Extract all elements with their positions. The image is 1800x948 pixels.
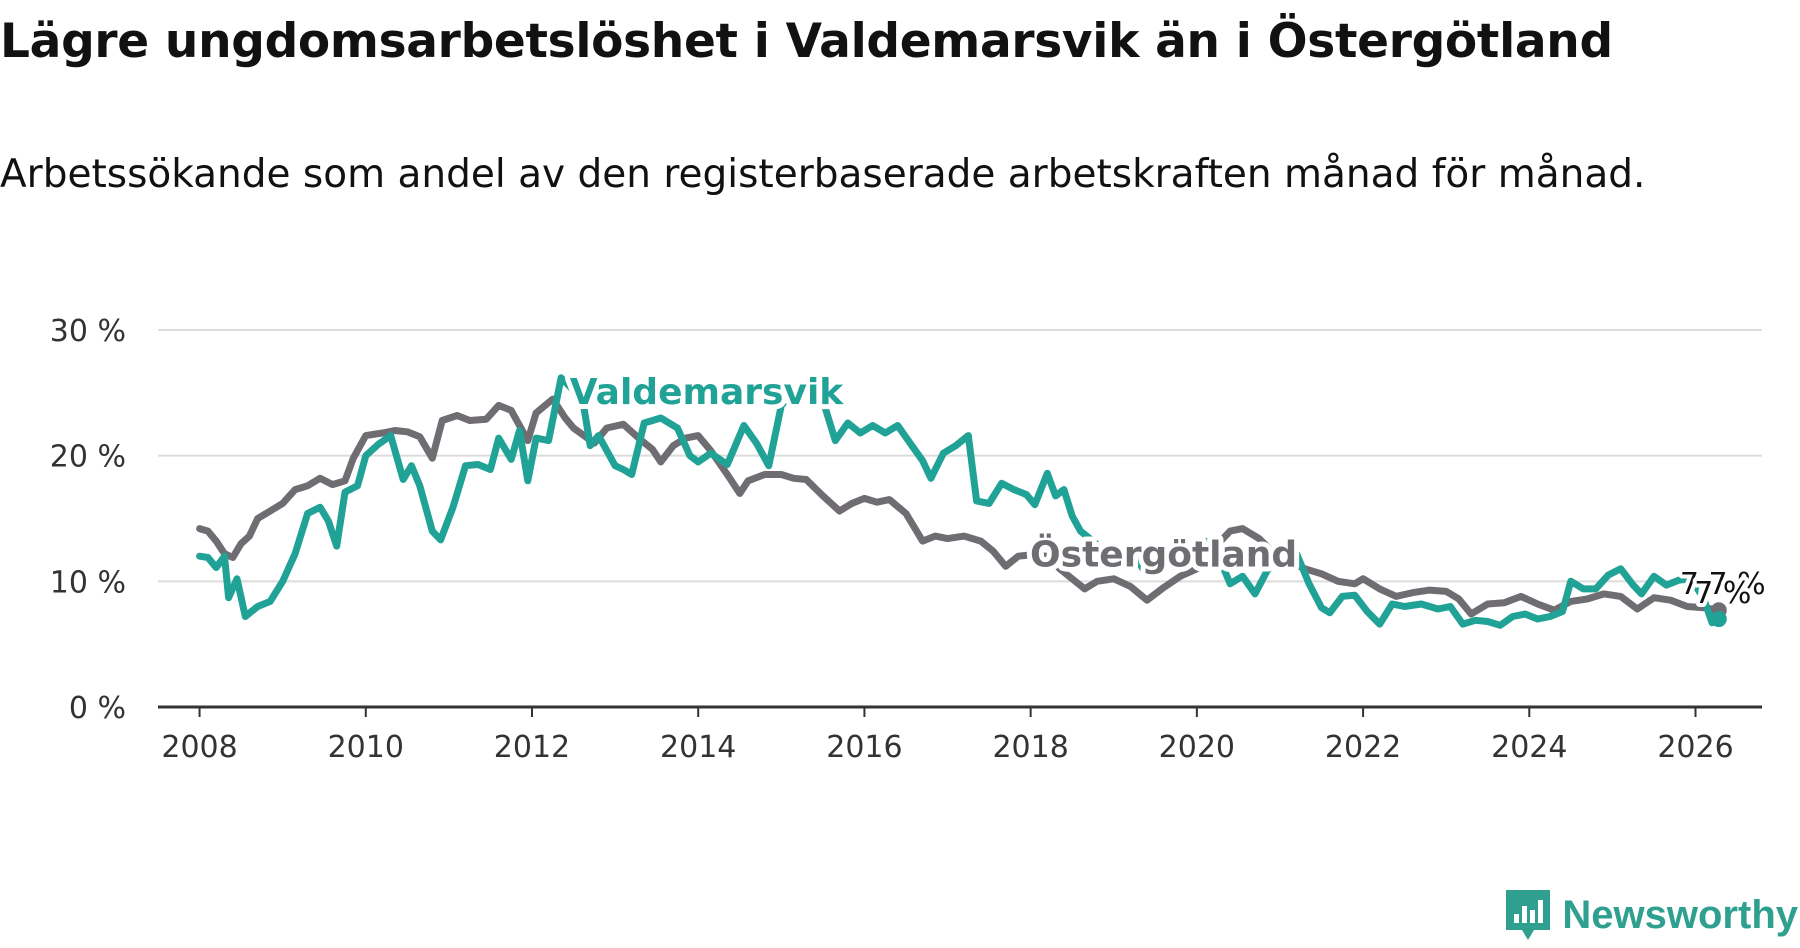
y-tick-label: 0 % — [69, 691, 126, 726]
x-tick-label: 2008 — [161, 730, 237, 765]
line-chart: 0 % 10 % 20 % 30 % 2008 2010 2012 2014 2016 2018 2… — [50, 314, 1770, 765]
chart-subtitle: Arbetssökande som andel av den registerb… — [0, 152, 1646, 197]
grid-lines — [158, 329, 1762, 583]
x-tick-label: 2026 — [1657, 730, 1733, 765]
series-end-point-valdemarsvik — [1710, 611, 1727, 628]
x-tick-label: 2014 — [660, 730, 736, 765]
x-tick-label: 2020 — [1159, 730, 1235, 765]
series-end-value-label--sterg-tland: 7,7 % — [1680, 567, 1766, 602]
x-tick-label: 2024 — [1491, 730, 1567, 765]
series-line-valdemarsvik — [196, 374, 1723, 629]
x-tick-label: 2018 — [992, 730, 1068, 765]
series-name-label-valdemarsvik: Valdemarsvik — [570, 372, 845, 413]
newsworthy-brand: Newsworthy — [1504, 888, 1798, 942]
x-tick-label: 2010 — [328, 730, 404, 765]
x-tick-label: 2016 — [826, 730, 902, 765]
series-line--sterg-tland — [196, 395, 1723, 618]
chart-title: Lägre ungdomsarbetslöshet i Valdemarsvik… — [0, 14, 1613, 69]
x-tick-label: 2022 — [1325, 730, 1401, 765]
y-tick-label: 30 % — [50, 314, 126, 349]
x-tick-label: 2012 — [494, 730, 570, 765]
series-lines — [196, 374, 1727, 629]
newsworthy-brand-name: Newsworthy — [1562, 892, 1798, 937]
y-tick-label: 20 % — [50, 440, 126, 475]
y-tick-label: 10 % — [50, 565, 126, 600]
newsworthy-logo-icon — [1506, 890, 1551, 940]
series-name-label--sterg-tland: Östergötland — [1030, 533, 1297, 575]
series-labels: Östergötland 7,7 % Valdemarsvik 7 % — [565, 367, 1770, 615]
series-end-value-label-valdemarsvik: 7 % — [1694, 576, 1751, 611]
axes: 0 % 10 % 20 % 30 % 2008 2010 2012 2014 2016 2018 2… — [50, 314, 1762, 765]
